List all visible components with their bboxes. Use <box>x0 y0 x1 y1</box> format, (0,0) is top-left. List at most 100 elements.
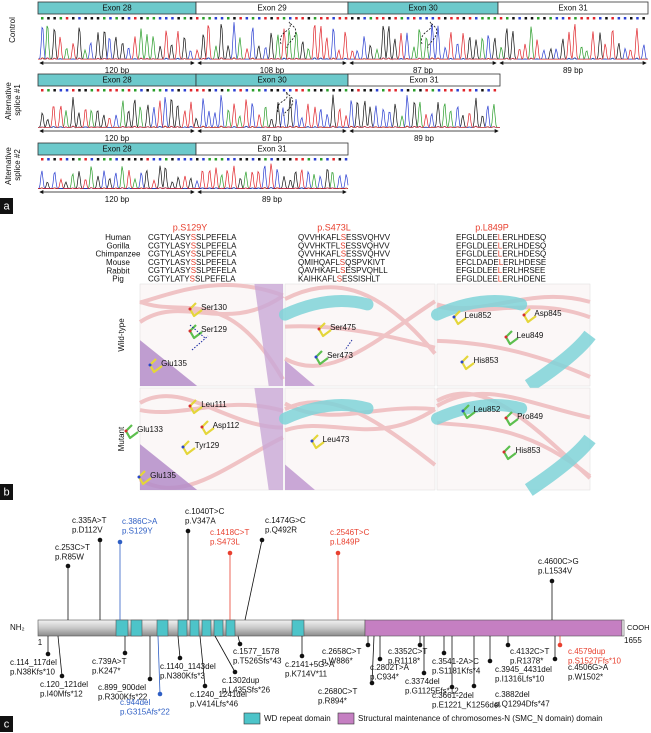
base-call <box>196 158 199 161</box>
residue-label: Ser130 <box>201 303 227 312</box>
mutation-cdna: c.120_121del <box>40 680 88 689</box>
structure-view: Leu852 Pro849 His853 <box>431 387 596 496</box>
base-call <box>419 89 422 92</box>
sequence-part: S <box>340 241 345 250</box>
residue-stick <box>188 399 203 415</box>
base-call <box>134 17 137 20</box>
sequence-part: ESSVQHVV <box>346 250 391 259</box>
protein-bar <box>37 619 366 637</box>
mutation-dot <box>147 676 153 682</box>
mutation-dot <box>335 550 341 556</box>
mutation-stick <box>57 635 63 677</box>
base-call <box>202 17 205 20</box>
sequence-part: EFGLDLEE <box>456 266 498 275</box>
base-call <box>270 17 273 20</box>
row-label: Control <box>8 17 17 43</box>
base-call <box>109 17 112 20</box>
base-call <box>96 89 100 92</box>
sequence-part: EFGLDLEE <box>456 233 498 242</box>
residue-label: Glu133 <box>137 425 163 434</box>
sequence-part: QVVHKAFL <box>298 250 341 259</box>
base-call <box>580 17 583 20</box>
mutation-cdna: c.1040T>C <box>185 507 225 516</box>
mutation-header: p.S129Y <box>173 222 208 232</box>
sequence-part: CGTYLASY <box>148 258 191 267</box>
atom <box>504 416 508 420</box>
mutation-dot <box>157 691 163 697</box>
mutation-dot <box>122 650 128 656</box>
atom <box>317 327 321 331</box>
base-call <box>487 17 490 20</box>
mutation-protein: p.R300Kfs*22 <box>98 693 148 702</box>
mutation-dot <box>417 642 423 648</box>
base-call <box>208 17 211 20</box>
base-call <box>394 17 397 20</box>
panel-label: c <box>4 718 10 730</box>
exon-size: 89 bp <box>414 134 435 143</box>
base-call <box>227 17 230 20</box>
sequence: EFGLDLEELERLHDENE <box>456 275 546 284</box>
base-call <box>65 17 69 20</box>
sequence-part: SLPEFELA <box>196 233 237 242</box>
sequence: CGTYLASYSSLPEFELA <box>148 233 237 242</box>
sequence: QMIHQAFLSQSPVKIVT <box>298 258 385 267</box>
base-call <box>65 158 69 161</box>
base-call <box>357 17 360 20</box>
atom <box>188 307 192 311</box>
mutation-cdna: c.1418C>T <box>210 528 249 537</box>
sequence: EFCLDADELERLHDESE <box>456 258 546 267</box>
base-call <box>53 158 56 161</box>
exon-name: Exon 31 <box>409 76 439 85</box>
mutation-dot <box>97 537 103 543</box>
wd-repeat <box>201 619 212 637</box>
base-call <box>363 17 366 20</box>
mutation-stick <box>157 635 161 695</box>
base-call <box>332 158 335 161</box>
base-call <box>351 17 354 20</box>
base-call <box>642 17 645 20</box>
base-call <box>636 17 639 20</box>
mutation-protein: p.D112V <box>72 526 103 535</box>
mutation-cdna: c.1474G>C <box>265 516 306 525</box>
base-call <box>158 89 162 92</box>
ribbon <box>139 299 285 381</box>
helix <box>279 295 374 321</box>
residue-label: Glu135 <box>161 359 187 368</box>
base-call <box>276 158 280 161</box>
mutation-stick <box>371 635 375 684</box>
base-call <box>84 89 87 92</box>
sheet <box>285 360 315 386</box>
atom <box>188 329 192 333</box>
sheet <box>254 388 283 490</box>
base-call <box>419 17 422 20</box>
base-call <box>53 89 56 92</box>
structure-view: Leu473 <box>279 387 437 491</box>
base-call <box>78 17 81 20</box>
mutation-dot <box>202 683 208 689</box>
sequence-part: S <box>340 258 345 267</box>
base-call <box>555 17 559 20</box>
mutation-dot <box>232 669 238 675</box>
sequence-part: S <box>191 258 196 267</box>
base-call <box>487 89 490 92</box>
structure-view: Leu111 Glu133 Asp112 Tyr129 Glu135 <box>124 387 284 491</box>
ribbon <box>284 285 437 355</box>
sequence-part: EFCLDADE <box>456 258 499 267</box>
base-call <box>332 89 335 92</box>
sequence: QVVHKTFLSESSVQHVV <box>298 241 390 250</box>
base-call <box>481 89 484 92</box>
base-call <box>617 17 621 20</box>
structure-view: Ser130 Ser129 Glu135 <box>138 282 285 387</box>
species: Pig <box>112 275 124 284</box>
exon-name: Exon 30 <box>257 76 287 85</box>
base-call <box>413 89 416 92</box>
structure-row-label: Mutant <box>117 426 126 451</box>
mutation-dot <box>299 653 305 659</box>
sequence-part: ERLHDESQ <box>502 250 546 259</box>
mutation-dot <box>59 673 65 679</box>
mutation-protein: p.R1378* <box>510 657 543 666</box>
base-call <box>369 17 373 20</box>
sequence-part: ERLHDENE <box>502 275 546 284</box>
mutation-protein: p.S129Y <box>122 527 153 536</box>
splice-mark <box>421 21 438 49</box>
